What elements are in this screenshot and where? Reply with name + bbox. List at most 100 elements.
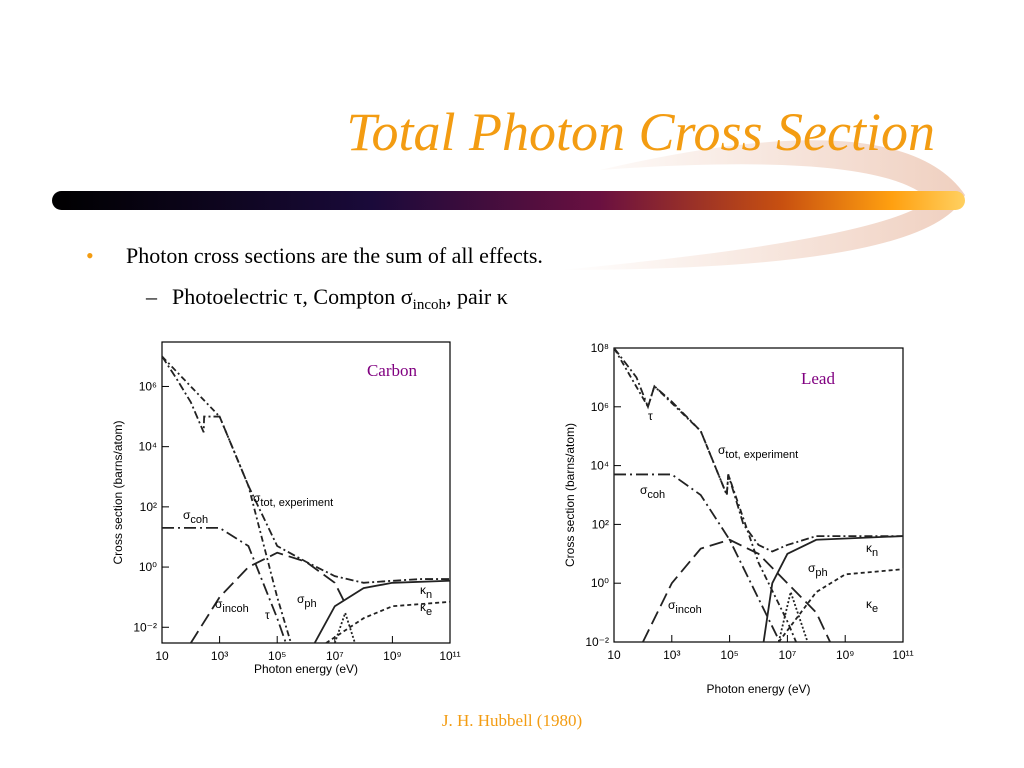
curve-label: σph (297, 592, 317, 610)
bullet-dot: • (86, 243, 94, 268)
plot-frame (161, 341, 451, 644)
curve (162, 355, 450, 584)
y-axis-label: Cross section (barns/atom) (563, 423, 577, 567)
x-tick-label: 10¹¹ (439, 649, 460, 663)
curve-symbol: κ (866, 597, 873, 611)
curve-symbol: κ (420, 600, 427, 614)
curve-symbol: σ (718, 443, 726, 457)
curve-symbol: σ (183, 508, 191, 522)
curve-subscript: incoh (675, 604, 701, 616)
curve-label: κe (420, 600, 432, 618)
curve-symbol: τ (265, 608, 270, 622)
x-tick-label: 10⁹ (836, 648, 855, 662)
y-tick-label: 10⁶ (139, 379, 157, 393)
curve-subscript: e (872, 603, 878, 615)
curve-subscript: coh (647, 489, 665, 501)
curve-symbol: σ (253, 491, 261, 505)
x-tick-label: 10 (155, 649, 169, 663)
y-tick-label: 10⁰ (591, 576, 609, 590)
curve-subscript: tot, experiment (260, 497, 333, 509)
curve-symbol: σ (215, 597, 223, 611)
curve-subscript: ph (304, 598, 316, 610)
curve-symbol: κ (420, 583, 427, 597)
x-tick-label: 10³ (211, 649, 228, 663)
curve-symbol: σ (297, 592, 305, 606)
y-tick-label: 10⁻² (585, 635, 609, 649)
curve (614, 348, 797, 642)
citation: J. H. Hubbell (1980) (442, 711, 582, 730)
curve-label: σincoh (215, 597, 249, 615)
curve-label: σcoh (183, 508, 208, 526)
curve-symbol: σ (808, 561, 816, 575)
bullet-text: , pair κ (446, 284, 508, 309)
bullet-text: Photoelectric τ, Compton σ (172, 284, 413, 309)
swoosh (560, 140, 965, 270)
y-tick-label: 10² (592, 517, 609, 531)
curve-label: σtot, experiment (253, 491, 333, 509)
chart-title: Carbon (367, 361, 418, 380)
curve-subscript: tot, experiment (725, 449, 798, 461)
y-tick-label: 10⁶ (591, 400, 609, 414)
curve-label: κe (866, 597, 878, 615)
curve-subscript: e (426, 606, 432, 618)
y-tick-label: 10⁰ (139, 560, 157, 574)
x-axis-label: Photon energy (eV) (254, 662, 358, 676)
curve-label: σtot, experiment (718, 443, 798, 461)
curve-label: σph (808, 561, 828, 579)
bullet-dash: – (145, 284, 158, 309)
curve-label: τ (648, 409, 653, 423)
x-tick-label: 10⁵ (268, 649, 286, 663)
curve-symbol: σ (640, 483, 648, 497)
curve (642, 538, 831, 642)
curve (762, 535, 903, 642)
y-tick-label: 10⁻² (133, 620, 157, 634)
chart: 10 10³ 10⁵ 10⁷ 10⁹ 10¹¹ 10⁻² 10⁰ 10² 10⁴ 10⁶ Photon… (111, 341, 461, 676)
x-tick-label: 10⁷ (779, 648, 797, 662)
curve-symbol: τ (648, 409, 653, 423)
y-axis-label: Cross section (barns/atom) (111, 420, 125, 564)
curve-subscript: coh (190, 514, 208, 526)
curve-subscript: n (426, 589, 432, 601)
chart: 10 10³ 10⁵ 10⁷ 10⁹ 10¹¹ 10⁻² 10⁰ 10² 10⁴ 10⁶ 10⁸ Pho… (563, 341, 914, 696)
curve (614, 473, 781, 642)
curve-subscript: n (872, 547, 878, 559)
plot-frame (613, 347, 904, 643)
chart-title: Lead (801, 369, 835, 388)
bullet: Photon cross sections are the sum of all… (126, 243, 543, 268)
curve (162, 355, 292, 643)
curve-label: τ (265, 608, 270, 622)
x-tick-label: 10⁹ (383, 649, 402, 663)
curve-label: σincoh (668, 598, 702, 616)
title-bar (52, 191, 965, 210)
x-tick-label: 10⁵ (720, 648, 738, 662)
x-tick-label: 10³ (663, 648, 680, 662)
curve-symbol: σ (668, 598, 676, 612)
curve-label: κn (420, 583, 432, 601)
bullet: Photoelectric τ, Compton σincoh, pair κ (172, 284, 508, 313)
curve-subscript: incoh (222, 603, 248, 615)
y-tick-label: 10⁴ (590, 459, 609, 473)
curve (333, 610, 356, 643)
curve-label: σcoh (640, 483, 665, 501)
curve-subscript: ph (815, 567, 827, 579)
curve-symbol: κ (866, 541, 873, 555)
curve (313, 579, 450, 643)
curve (777, 588, 809, 642)
curve-label: κn (866, 541, 878, 559)
y-tick-label: 10² (140, 500, 157, 514)
y-tick-label: 10⁴ (138, 440, 157, 454)
curve (777, 568, 903, 642)
bullet-text: Photon cross sections are the sum of all… (126, 243, 543, 268)
x-tick-label: 10 (607, 648, 621, 662)
slide-title: Total Photon Cross Section (346, 102, 935, 162)
x-tick-label: 10¹¹ (892, 648, 913, 662)
curve (190, 551, 345, 643)
curve (162, 527, 287, 643)
x-tick-label: 10⁷ (326, 649, 344, 663)
x-axis-label: Photon energy (eV) (706, 682, 810, 696)
y-tick-label: 10⁸ (591, 341, 609, 355)
bullet-subscript: incoh (413, 297, 447, 313)
curve (325, 600, 450, 643)
